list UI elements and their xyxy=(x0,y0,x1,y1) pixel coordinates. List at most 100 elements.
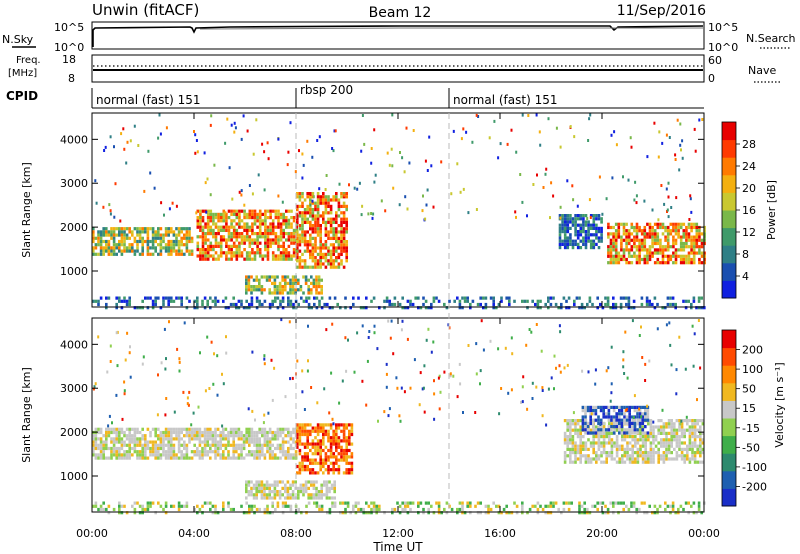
scatter-cell xyxy=(116,330,119,334)
range-cell xyxy=(303,259,307,263)
range-cell xyxy=(245,486,248,490)
range-cell xyxy=(268,456,272,460)
range-cell xyxy=(699,447,702,451)
range-cell xyxy=(633,428,637,432)
range-cell xyxy=(177,440,181,444)
range-cell xyxy=(666,229,670,233)
range-cell xyxy=(489,507,493,512)
colorbar-segment xyxy=(722,470,736,489)
scatter-cell xyxy=(437,376,440,380)
range-cell xyxy=(607,251,610,255)
range-cell xyxy=(136,243,139,247)
range-cell xyxy=(648,257,652,262)
range-cell xyxy=(675,457,679,461)
range-cell xyxy=(216,511,220,515)
range-cell xyxy=(276,275,279,279)
range-cell xyxy=(199,248,202,252)
range-cell xyxy=(625,296,628,300)
range-cell xyxy=(281,291,284,295)
range-cell xyxy=(646,418,650,422)
range-cell xyxy=(317,490,321,494)
range-cell xyxy=(164,296,168,300)
range-cell xyxy=(235,427,238,431)
range-cell xyxy=(282,222,285,226)
range-cell xyxy=(214,427,217,431)
range-cell xyxy=(115,440,118,444)
range-cell xyxy=(248,306,251,310)
range-cell xyxy=(175,243,178,247)
scatter-cell xyxy=(638,334,641,337)
range-cell xyxy=(324,461,328,465)
range-cell xyxy=(315,493,318,497)
range-cell xyxy=(92,233,95,237)
scatter-cell xyxy=(424,217,427,221)
range-cell xyxy=(312,493,316,497)
range-cell xyxy=(301,468,304,472)
scatter-cell xyxy=(391,164,394,168)
range-cell xyxy=(342,192,346,196)
scatter-cell xyxy=(623,372,626,375)
range-cell xyxy=(319,240,322,244)
range-cell xyxy=(328,306,332,310)
range-cell xyxy=(610,454,614,458)
range-cell xyxy=(286,490,290,494)
range-cell xyxy=(136,443,139,447)
range-cell xyxy=(656,222,660,226)
range-cell xyxy=(154,450,157,454)
range-cell xyxy=(112,243,116,247)
range-cell xyxy=(680,435,684,439)
range-cell xyxy=(170,427,173,431)
range-cell xyxy=(388,299,391,303)
scatter-cell xyxy=(515,150,518,154)
range-cell xyxy=(144,239,147,244)
range-cell xyxy=(703,232,706,236)
range-cell xyxy=(573,299,576,303)
scatter-cell xyxy=(625,408,628,412)
range-cell xyxy=(219,453,222,457)
range-cell xyxy=(646,232,649,236)
range-cell xyxy=(332,455,335,459)
range-cell xyxy=(329,208,333,212)
range-cell xyxy=(214,225,218,229)
range-cell xyxy=(256,225,259,229)
range-cell xyxy=(206,302,209,307)
range-cell xyxy=(672,261,675,265)
range-cell xyxy=(463,511,467,515)
range-cell xyxy=(264,228,267,232)
range-cell xyxy=(190,427,194,431)
range-cell xyxy=(235,450,238,454)
range-cell xyxy=(597,418,600,422)
range-cell xyxy=(292,254,296,258)
range-cell xyxy=(276,493,279,497)
colorbar-segment xyxy=(722,157,736,176)
range-cell xyxy=(224,306,228,310)
range-cell xyxy=(105,430,108,435)
range-cell xyxy=(609,251,613,255)
range-cell xyxy=(622,248,626,252)
range-cell xyxy=(243,238,246,242)
range-cell xyxy=(248,209,252,213)
range-cell xyxy=(291,288,295,292)
scatter-cell xyxy=(224,211,227,215)
range-cell xyxy=(654,451,658,455)
range-cell xyxy=(620,235,623,239)
range-cell xyxy=(628,457,632,461)
range-cell xyxy=(258,285,261,289)
range-cell xyxy=(595,451,598,455)
range-cell xyxy=(695,241,699,246)
range-cell xyxy=(329,217,333,221)
range-cell xyxy=(274,446,277,451)
range-cell xyxy=(268,446,272,451)
range-cell xyxy=(281,501,285,505)
range-cell xyxy=(342,471,346,475)
range-cell xyxy=(225,244,228,248)
range-cell xyxy=(685,261,688,265)
range-cell xyxy=(327,259,330,263)
range-cell xyxy=(634,451,637,455)
range-cell xyxy=(193,299,196,303)
range-cell xyxy=(266,209,270,213)
range-cell xyxy=(248,257,252,261)
range-cell xyxy=(311,452,315,456)
scatter-cell xyxy=(221,424,224,428)
range-cell xyxy=(597,454,601,458)
